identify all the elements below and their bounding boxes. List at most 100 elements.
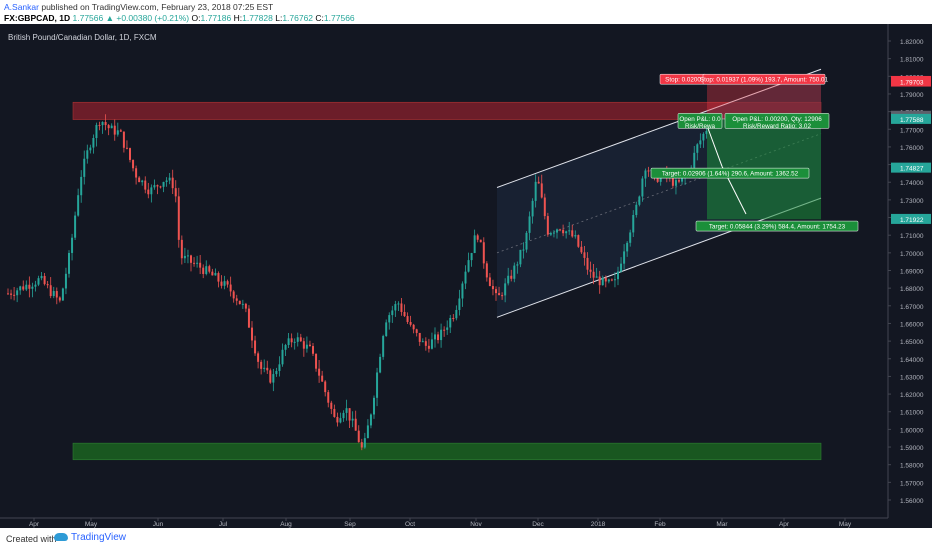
target-label-a-text: Target: 0.02906 (1.64%) 290.6, Amount: 1… xyxy=(662,171,799,178)
candle-body xyxy=(193,262,196,264)
candle-body xyxy=(138,177,141,183)
price-badge[interactable] xyxy=(891,162,931,173)
candle-body xyxy=(556,229,558,233)
candle-body xyxy=(540,183,543,198)
candle-body xyxy=(406,316,409,322)
candle-body xyxy=(534,181,537,201)
price-chart[interactable]: British Pound/Canadian Dollar, 1D, FXCM … xyxy=(0,24,932,528)
candle-body xyxy=(122,131,125,148)
candle-body xyxy=(434,334,436,340)
candle-body xyxy=(71,237,74,253)
candle-body xyxy=(449,317,452,328)
candle-body xyxy=(74,215,77,238)
candle-body xyxy=(315,353,318,369)
target-label-a[interactable]: Target: 0.02906 (1.64%) 290.6, Amount: 1… xyxy=(650,167,810,179)
candle-body xyxy=(385,322,388,337)
candle-body xyxy=(165,180,168,182)
candle-body xyxy=(98,124,101,126)
candle-body xyxy=(217,273,220,282)
channel-upper-line[interactable] xyxy=(496,68,822,188)
candle-body xyxy=(354,418,357,431)
candle-body xyxy=(205,266,208,274)
candle-body xyxy=(287,338,290,346)
candle-body xyxy=(83,158,86,177)
candle-body xyxy=(482,242,485,264)
candle-body xyxy=(251,327,253,341)
candle-body xyxy=(379,356,382,373)
price-axis[interactable]: 1.820001.810001.800001.790001.780001.770… xyxy=(888,24,932,518)
candle-body xyxy=(7,293,9,295)
time-tick-label: Oct xyxy=(405,521,415,528)
candle-body xyxy=(455,309,458,319)
stop-label-b-text: Stop: 0.01937 (1.09%) 193.7, Amount: 750… xyxy=(700,77,829,84)
candle-body xyxy=(186,255,189,257)
candle-body xyxy=(19,286,22,291)
candle-body xyxy=(278,364,281,371)
open-pnl-label-a-box xyxy=(677,113,723,129)
time-tick-label: May xyxy=(85,521,98,528)
author-link[interactable]: A.Sankar xyxy=(4,2,39,12)
price-badge[interactable] xyxy=(891,76,931,87)
candle-body xyxy=(302,341,305,349)
candle-body xyxy=(421,341,424,343)
price-tick-label: 1.68000 xyxy=(900,286,924,293)
price-tick-label: 1.74000 xyxy=(900,180,924,187)
time-axis[interactable]: Apr May Jun Jul Aug Sep Oct Nov Dec 2018 Feb Mar Apr… xyxy=(29,518,852,528)
candle-body xyxy=(260,361,263,369)
candle-body xyxy=(705,130,708,134)
candle-body xyxy=(107,125,110,129)
candle-body xyxy=(610,279,613,281)
open-pnl-label-b[interactable]: Open P&L: 0.00200, Qty: 12906Risk/Reward… xyxy=(724,113,830,130)
candle-body xyxy=(403,311,406,317)
candle-body xyxy=(589,269,592,272)
candle-body xyxy=(678,180,680,182)
time-tick-label: Apr xyxy=(29,521,40,528)
price-tick-label: 1.60000 xyxy=(900,427,924,434)
price-tick-label: 1.59000 xyxy=(900,445,924,452)
symbol-label[interactable]: FX:GBPCAD, 1D xyxy=(4,13,71,23)
candle-body xyxy=(559,229,562,231)
candle-body xyxy=(308,344,311,347)
candle-body xyxy=(199,262,202,268)
price-tick-label: 1.62000 xyxy=(900,392,924,399)
candle-body xyxy=(485,263,488,278)
candle-body xyxy=(440,329,443,341)
candle-body xyxy=(229,284,232,292)
candle-body xyxy=(394,304,397,311)
candle-body xyxy=(171,177,174,189)
low-label: L: xyxy=(275,13,283,23)
price-tick-label: 1.65000 xyxy=(900,339,924,346)
high-label: H: xyxy=(233,13,243,23)
candle-body xyxy=(620,263,623,272)
target-label-b[interactable]: Target: 0.05844 (3.29%) 584.4, Amount: 1… xyxy=(695,220,859,232)
projection-line-1 xyxy=(707,128,723,167)
candle-body xyxy=(269,370,272,383)
candle-body xyxy=(595,276,598,278)
candle-body xyxy=(135,168,138,178)
time-tick-label: Aug xyxy=(280,521,292,528)
price-tick-label: 1.82000 xyxy=(900,39,924,46)
candle-body xyxy=(437,334,440,341)
tradingview-logo[interactable]: TradingView xyxy=(54,532,126,543)
candle-body xyxy=(583,252,586,258)
candle-body xyxy=(284,345,287,350)
support-zone[interactable] xyxy=(72,442,822,461)
candle-body xyxy=(275,370,278,375)
candle-body xyxy=(183,255,186,259)
candle-body xyxy=(281,349,284,365)
candle-body xyxy=(202,267,205,274)
price-badge[interactable] xyxy=(891,213,931,224)
candle-body xyxy=(504,283,507,296)
change-value: 1.77566 ▲ +0.00380 (+0.21%) xyxy=(72,13,190,23)
candle-body xyxy=(443,329,446,331)
candle-body xyxy=(196,262,199,264)
candle-body xyxy=(452,317,455,319)
candle-body xyxy=(397,303,400,305)
candle-body xyxy=(305,344,308,349)
candle-body xyxy=(427,345,430,349)
stop-label-b[interactable]: Stop: 0.01937 (1.09%) 193.7, Amount: 750… xyxy=(700,73,829,85)
chart-area[interactable]: British Pound/Canadian Dollar, 1D, FXCM … xyxy=(0,24,932,528)
stop-loss-zone[interactable] xyxy=(707,81,821,119)
price-badge[interactable] xyxy=(891,113,931,124)
